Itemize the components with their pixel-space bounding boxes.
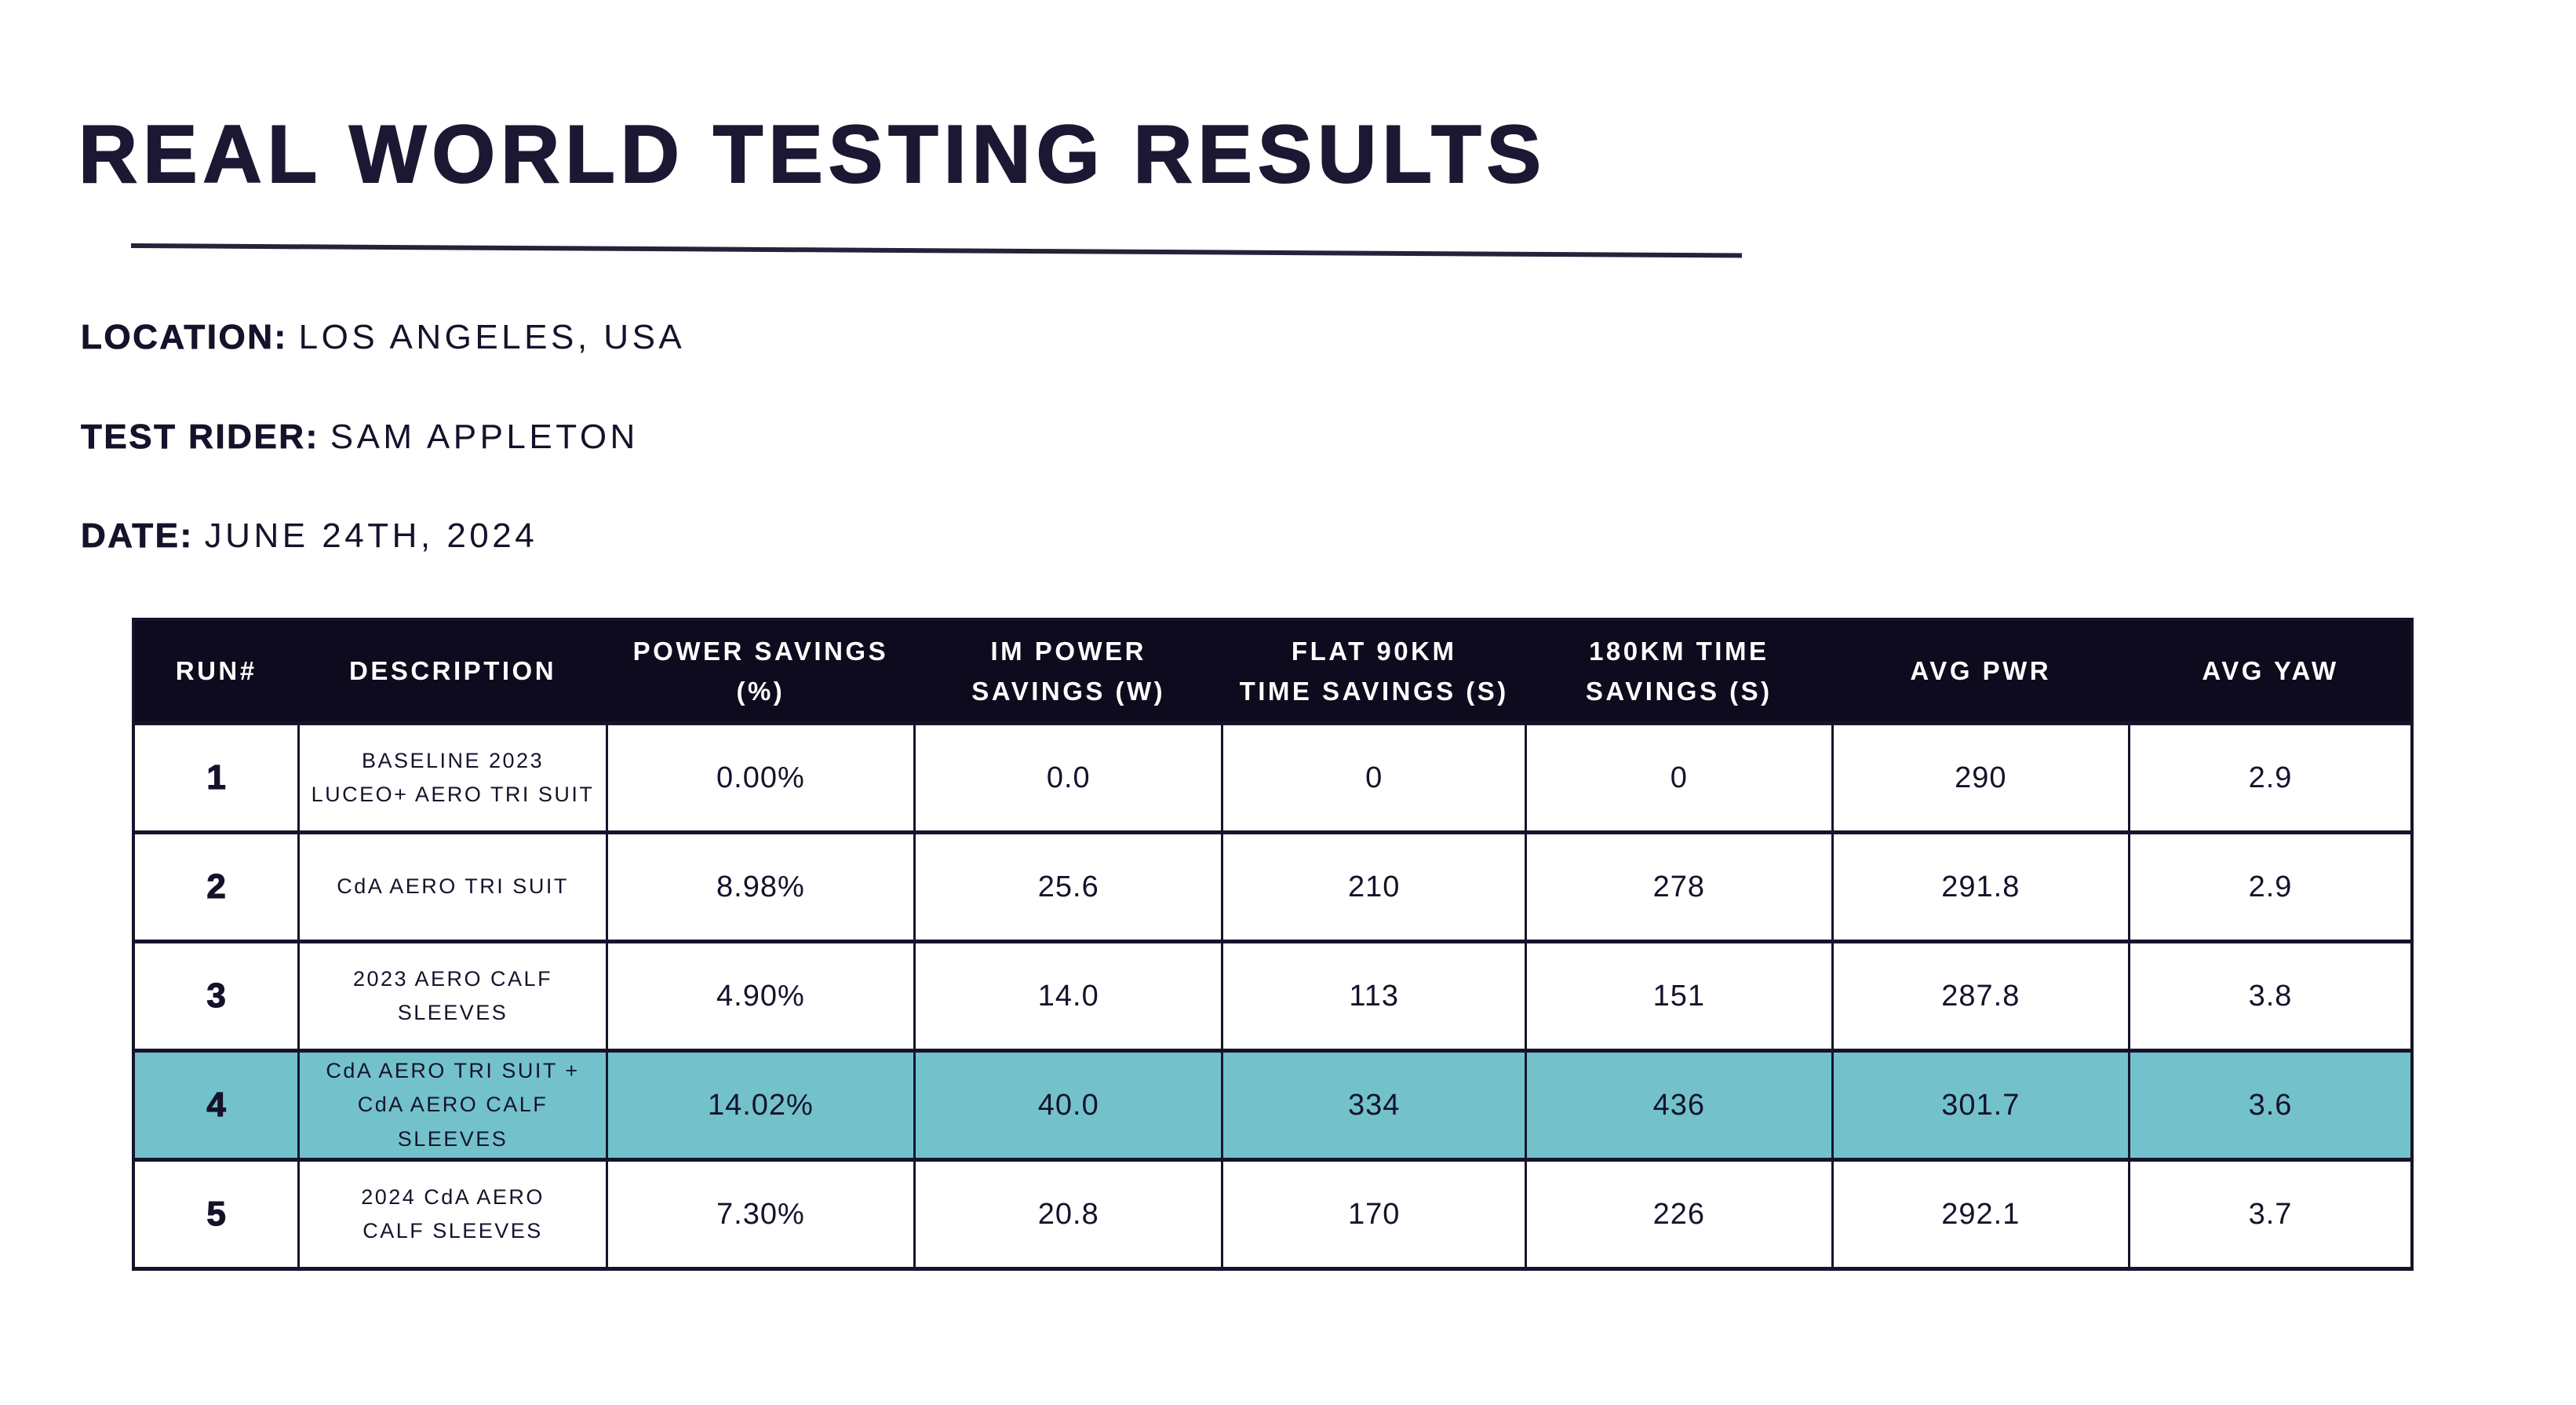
header-avg-yaw: AVG YAW — [2128, 618, 2414, 724]
power-savings-pct-cell: 4.90% — [605, 940, 916, 1053]
avg-pwr-cell: 287.8 — [1831, 940, 2131, 1053]
im-power-savings-w-cell: 25.6 — [913, 830, 1224, 943]
meta-date: DATE: JUNE 24TH, 2024 — [81, 516, 537, 556]
meta-location-value: LOS ANGELES, USA — [298, 318, 686, 356]
page-title: REAL WORLD TESTING RESULTS — [78, 108, 1547, 201]
meta-date-label: DATE: — [81, 516, 194, 556]
im-power-savings-w-cell: 20.8 — [913, 1158, 1224, 1271]
im-power-savings-w-cell: 0.0 — [913, 721, 1224, 834]
header-im-power-savings-w: IM POWER SAVINGS (W) — [913, 618, 1224, 724]
avg-yaw-cell: 2.9 — [2128, 721, 2414, 834]
header-avg-pwr: AVG PWR — [1831, 618, 2131, 724]
avg-yaw-cell: 3.8 — [2128, 940, 2414, 1053]
meta-date-value: JUNE 24TH, 2024 — [204, 516, 538, 555]
180km-time-savings-s-cell: 151 — [1524, 940, 1834, 1053]
180km-time-savings-s-cell: 278 — [1524, 830, 1834, 943]
flat-90km-time-savings-s-cell: 334 — [1221, 1049, 1527, 1162]
header-power-savings-pct: POWER SAVINGS (%) — [605, 618, 916, 724]
run-cell: 2 — [132, 830, 301, 943]
table-row: 3 2023 AERO CALF SLEEVES 4.90% 14.0 113 … — [132, 940, 2414, 1053]
description-cell: 2023 AERO CALF SLEEVES — [297, 940, 608, 1053]
flat-90km-time-savings-s-cell: 210 — [1221, 830, 1527, 943]
power-savings-pct-cell: 7.30% — [605, 1158, 916, 1271]
meta-test-rider-value: SAM APPLETON — [330, 418, 639, 456]
run-cell: 5 — [132, 1158, 301, 1271]
im-power-savings-w-cell: 14.0 — [913, 940, 1224, 1053]
flat-90km-time-savings-s-cell: 113 — [1221, 940, 1527, 1053]
title-underline-divider — [130, 243, 1742, 258]
meta-location-label: LOCATION: — [81, 318, 288, 357]
im-power-savings-w-cell: 40.0 — [913, 1049, 1224, 1162]
description-cell: BASELINE 2023 LUCEO+ AERO TRI SUIT — [297, 721, 608, 834]
avg-yaw-cell: 3.7 — [2128, 1158, 2414, 1271]
results-table: RUN# DESCRIPTION POWER SAVINGS (%) IM POW… — [132, 618, 2414, 1271]
power-savings-pct-cell: 0.00% — [605, 721, 916, 834]
meta-location: LOCATION: LOS ANGELES, USA — [81, 318, 685, 357]
avg-yaw-cell: 2.9 — [2128, 830, 2414, 943]
power-savings-pct-cell: 8.98% — [605, 830, 916, 943]
description-cell: CdA AERO TRI SUIT + CdA AERO CALF SLEEVES — [297, 1049, 608, 1162]
180km-time-savings-s-cell: 226 — [1524, 1158, 1834, 1271]
flat-90km-time-savings-s-cell: 0 — [1221, 721, 1527, 834]
table-header-row: RUN# DESCRIPTION POWER SAVINGS (%) IM POW… — [132, 618, 2414, 724]
avg-yaw-cell: 3.6 — [2128, 1049, 2414, 1162]
avg-pwr-cell: 291.8 — [1831, 830, 2131, 943]
table-row: 2 CdA AERO TRI SUIT 8.98% 25.6 210 278 2… — [132, 830, 2414, 943]
table-row-highlighted: 4 CdA AERO TRI SUIT + CdA AERO CALF SLEEV… — [132, 1049, 2414, 1162]
flat-90km-time-savings-s-cell: 170 — [1221, 1158, 1527, 1271]
power-savings-pct-cell: 14.02% — [605, 1049, 916, 1162]
meta-test-rider: TEST RIDER: SAM APPLETON — [81, 418, 639, 457]
header-flat-90km-time-savings-s: FLAT 90KM TIME SAVINGS (S) — [1221, 618, 1527, 724]
table-row: 5 2024 CdA AERO CALF SLEEVES 7.30% 20.8 1… — [132, 1158, 2414, 1271]
header-description: DESCRIPTION — [297, 618, 608, 724]
description-cell: CdA AERO TRI SUIT — [297, 830, 608, 943]
avg-pwr-cell: 301.7 — [1831, 1049, 2131, 1162]
header-180km-time-savings-s: 180KM TIME SAVINGS (S) — [1524, 618, 1834, 724]
180km-time-savings-s-cell: 0 — [1524, 721, 1834, 834]
avg-pwr-cell: 290 — [1831, 721, 2131, 834]
avg-pwr-cell: 292.1 — [1831, 1158, 2131, 1271]
meta-test-rider-label: TEST RIDER: — [81, 418, 319, 457]
run-cell: 3 — [132, 940, 301, 1053]
header-run: RUN# — [132, 618, 301, 724]
description-cell: 2024 CdA AERO CALF SLEEVES — [297, 1158, 608, 1271]
run-cell: 4 — [132, 1049, 301, 1162]
180km-time-savings-s-cell: 436 — [1524, 1049, 1834, 1162]
table-row: 1 BASELINE 2023 LUCEO+ AERO TRI SUIT 0.00… — [132, 721, 2414, 834]
run-cell: 1 — [132, 721, 301, 834]
